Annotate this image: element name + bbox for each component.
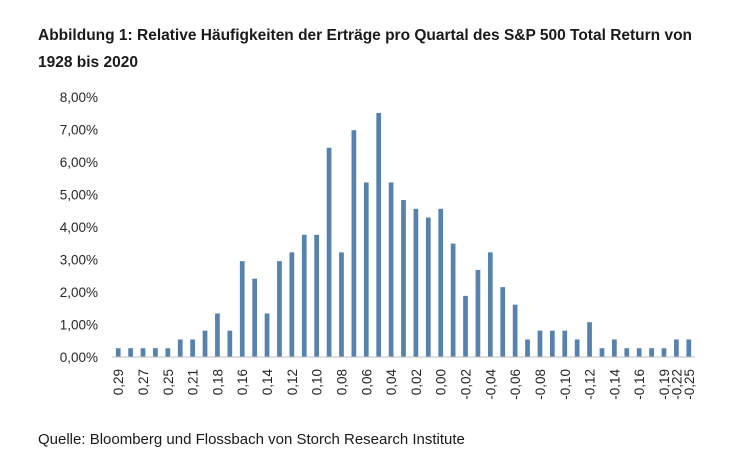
bar [450,243,456,357]
bar [289,252,295,357]
x-tick-label: -0,12 [583,369,598,400]
source-note: Quelle: Bloomberg und Flossbach von Stor… [38,431,465,448]
bar [487,252,493,357]
bar [177,339,183,357]
bar [326,147,332,357]
y-tick-label: 6,00% [60,155,98,170]
bar [636,348,642,357]
bar [140,348,146,357]
x-tick-label: 0,02 [409,369,424,395]
bar [252,278,257,357]
bar [574,339,580,357]
bar [277,261,282,358]
bar [587,322,592,357]
x-tick-label: 0,06 [359,369,374,395]
x-axis: 0,29 0,27 0,25 0,21 0,18 0,16 0,14 0,12 0,10 0,08… [111,369,697,400]
x-tick-label: 0,10 [310,369,325,395]
bar [612,339,617,357]
y-tick-label: 4,00% [60,220,98,235]
y-tick-label: 7,00% [60,123,98,138]
x-tick-label: 0,21 [186,369,201,395]
bar [202,330,208,357]
bar [153,348,158,357]
bar [376,112,382,358]
x-tick-label: 0,27 [136,369,151,395]
x-tick-label: -0,19 [657,369,672,400]
bar [363,182,369,357]
bar [649,348,654,357]
bar [599,348,605,357]
bar [401,200,406,357]
x-tick-label: -0,22 [669,369,684,400]
bar [215,313,220,357]
bar [413,208,419,357]
bar [475,269,481,357]
bar [314,234,320,357]
x-tick-label: 0,25 [161,369,176,395]
x-tick-label: 0,12 [285,369,300,395]
y-tick-label: 5,00% [60,188,98,203]
x-tick-label: -0,04 [483,369,498,400]
y-tick-label: 1,00% [60,318,98,333]
x-tick-label: -0,25 [682,369,697,400]
x-tick-label: -0,06 [508,369,523,400]
x-tick-label: -0,02 [459,369,474,400]
x-tick-label: 0,00 [434,369,449,395]
bar [674,339,679,357]
x-tick-label: 0,14 [260,369,275,396]
bar [425,217,431,357]
bar [227,330,233,357]
bar [339,252,344,357]
bar [500,287,506,358]
bar [388,182,394,357]
x-tick-label: 0,29 [111,369,126,395]
chart-title: Abbildung 1: Relative Häufigkeiten der E… [38,27,693,71]
y-tick-label: 2,00% [60,285,98,300]
bar [537,330,543,357]
y-axis: 0,00% 1,00% 2,00% 3,00% 4,00% 5,00% 6,00% 7,00%… [60,90,98,365]
bar [525,339,530,357]
bar [264,313,270,357]
bar [686,339,692,357]
bar-series [115,112,692,358]
bar [549,330,555,357]
x-tick-label: -0,16 [632,369,647,400]
bar [562,330,568,357]
x-tick-label: -0,08 [533,369,548,400]
y-tick-label: 8,00% [60,90,98,105]
bar [239,261,245,358]
bar [463,295,468,357]
bar [512,304,518,357]
x-tick-label: -0,14 [607,369,622,400]
x-tick-label: -0,10 [558,369,573,400]
bar [438,208,444,357]
bar [165,348,171,357]
bar [190,339,195,357]
bar [624,348,630,357]
y-tick-label: 0,00% [60,350,98,365]
bar [128,348,133,357]
bar [301,234,307,357]
bar [661,348,667,357]
x-tick-label: 0,04 [384,369,399,396]
bar [351,130,357,357]
x-tick-label: 0,18 [210,369,225,395]
bar [115,348,121,357]
y-tick-label: 3,00% [60,253,98,268]
x-tick-label: 0,08 [335,369,350,395]
x-tick-label: 0,16 [235,369,250,395]
